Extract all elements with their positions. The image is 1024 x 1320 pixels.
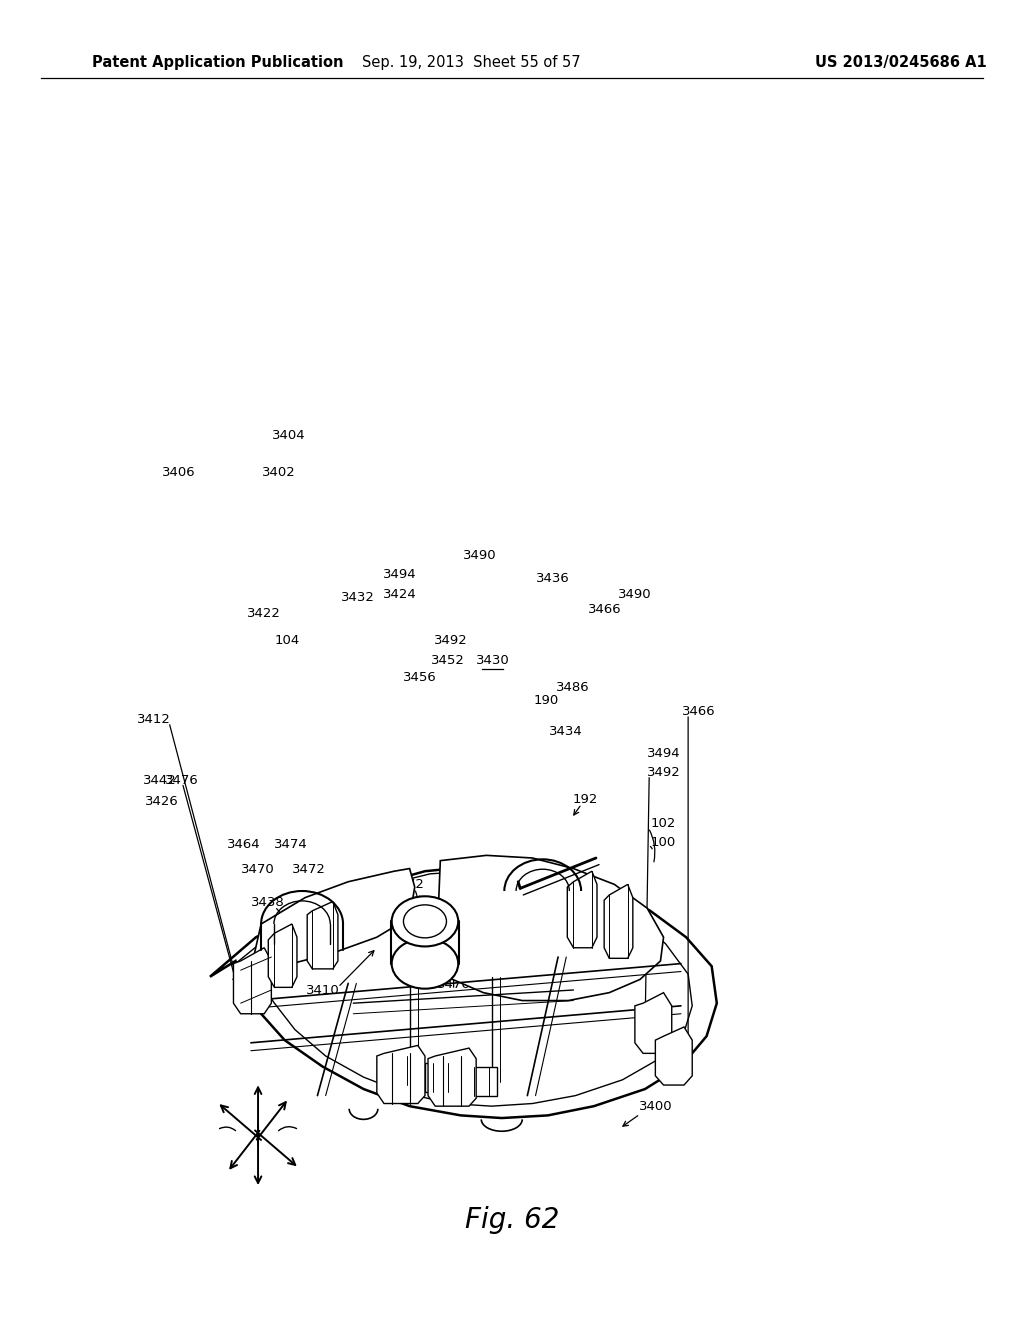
Text: 3452: 3452 — [430, 653, 465, 667]
Text: Sep. 19, 2013  Sheet 55 of 57: Sep. 19, 2013 Sheet 55 of 57 — [361, 54, 581, 70]
Text: 3438: 3438 — [252, 896, 285, 909]
Text: 3476: 3476 — [166, 774, 199, 787]
Polygon shape — [307, 902, 338, 969]
Polygon shape — [377, 1045, 425, 1104]
Text: 3424: 3424 — [383, 587, 416, 601]
Polygon shape — [268, 924, 297, 987]
Text: 3474: 3474 — [446, 927, 479, 940]
Text: 3434: 3434 — [550, 725, 583, 738]
Text: 3436: 3436 — [537, 572, 569, 585]
Text: 3402: 3402 — [262, 466, 295, 479]
Text: 3440: 3440 — [537, 937, 569, 950]
Text: 3494: 3494 — [647, 747, 680, 760]
Text: 3426: 3426 — [145, 795, 178, 808]
Text: 3404: 3404 — [272, 429, 305, 442]
Text: 3432: 3432 — [341, 591, 376, 605]
Text: 3494: 3494 — [383, 568, 416, 581]
Text: 3474: 3474 — [274, 838, 307, 851]
Polygon shape — [254, 869, 415, 966]
Text: 3492: 3492 — [434, 634, 467, 647]
Text: 190: 190 — [534, 694, 558, 708]
Polygon shape — [655, 1027, 692, 1085]
Polygon shape — [635, 993, 672, 1053]
Text: 3464: 3464 — [227, 838, 260, 851]
Text: 3412: 3412 — [136, 713, 171, 726]
Text: 3472: 3472 — [390, 878, 425, 891]
Text: 3464: 3464 — [281, 927, 313, 940]
Ellipse shape — [391, 939, 459, 989]
Text: 3456: 3456 — [403, 671, 436, 684]
Text: 3442: 3442 — [143, 774, 176, 787]
Text: 3410: 3410 — [306, 983, 339, 997]
Polygon shape — [604, 884, 633, 958]
Text: Patent Application Publication: Patent Application Publication — [92, 54, 344, 70]
Text: 102: 102 — [651, 817, 676, 830]
Text: 3400: 3400 — [639, 1100, 672, 1113]
Text: 100: 100 — [651, 836, 676, 849]
Text: 3486: 3486 — [556, 681, 589, 694]
Text: 3490: 3490 — [618, 587, 651, 601]
Ellipse shape — [403, 906, 446, 937]
Ellipse shape — [391, 896, 459, 946]
Text: 192: 192 — [573, 793, 598, 807]
Polygon shape — [384, 1056, 415, 1085]
Text: 3476: 3476 — [437, 978, 470, 991]
Text: US 2013/0245686 A1: US 2013/0245686 A1 — [815, 54, 987, 70]
Text: 3490: 3490 — [464, 549, 497, 562]
Text: Fig. 62: Fig. 62 — [465, 1205, 559, 1234]
Text: 104: 104 — [274, 634, 299, 647]
Text: 3470: 3470 — [242, 863, 274, 876]
Polygon shape — [567, 871, 597, 948]
Polygon shape — [425, 1063, 456, 1092]
Text: 3466: 3466 — [682, 705, 715, 718]
Polygon shape — [233, 948, 271, 1014]
Text: 3466: 3466 — [589, 603, 622, 616]
Polygon shape — [428, 1048, 476, 1106]
Polygon shape — [236, 871, 692, 1106]
Text: 3430: 3430 — [476, 653, 509, 667]
Text: 3406: 3406 — [163, 466, 196, 479]
Text: 106: 106 — [570, 892, 595, 906]
Polygon shape — [466, 1067, 497, 1096]
Polygon shape — [435, 855, 664, 1001]
Text: 3420: 3420 — [478, 927, 511, 940]
Text: 3422: 3422 — [247, 607, 282, 620]
Polygon shape — [210, 867, 717, 1118]
Text: 3492: 3492 — [647, 766, 680, 779]
Text: 3472: 3472 — [292, 863, 327, 876]
